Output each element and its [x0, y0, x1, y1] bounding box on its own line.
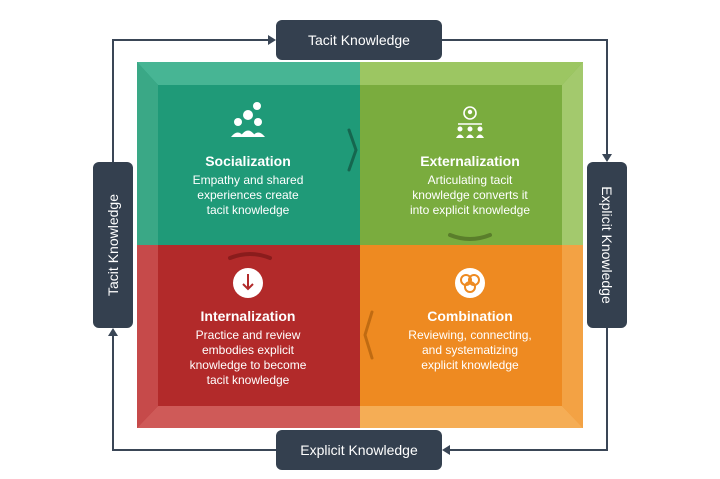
quadrant-externalization	[360, 62, 583, 245]
socialization-base	[137, 62, 360, 245]
externalization-desc-line: knowledge converts it	[412, 188, 528, 202]
externalization-bevel-right	[562, 62, 583, 245]
combination-desc-line: explicit knowledge	[421, 358, 519, 372]
label-right-explicit-knowledge: Explicit Knowledge	[587, 162, 627, 328]
internalization-text: Internalization Practice and review embo…	[148, 308, 348, 388]
externalization-desc: Articulating tacit knowledge converts it…	[370, 173, 570, 218]
label-left-text: Tacit Knowledge	[105, 194, 122, 296]
combination-title: Combination	[427, 308, 513, 324]
connector-arrowheads	[108, 35, 612, 455]
combination-text: Combination Reviewing, connecting, and s…	[370, 308, 570, 373]
combination-bevel-bottom	[360, 406, 583, 428]
arrowhead-top	[268, 35, 276, 45]
arrowhead-bottom	[442, 445, 450, 455]
people-like-icon	[231, 102, 265, 137]
line-bottom-to-left	[112, 334, 276, 451]
socialization-desc-line: tacit knowledge	[206, 203, 290, 217]
arrowhead-right	[602, 154, 612, 162]
internalization-bevel-left	[137, 245, 158, 428]
combination-desc-line: Reviewing, connecting,	[408, 328, 532, 342]
label-bottom-text: Explicit Knowledge	[300, 442, 418, 458]
line-top-to-right	[442, 39, 608, 156]
quadrant-socialization	[137, 62, 360, 245]
internalization-desc-line: embodies explicit	[201, 343, 295, 357]
socialization-desc-line: experiences create	[197, 188, 299, 202]
internalization-title: Internalization	[200, 308, 296, 324]
chevron-left-icon	[363, 310, 374, 360]
connector-lines	[112, 39, 608, 451]
combination-circles-icon	[455, 268, 485, 298]
externalization-title: Externalization	[420, 153, 520, 169]
download-circle-icon	[233, 268, 263, 298]
combination-bevel-right	[562, 245, 583, 428]
socialization-desc-line: Empathy and shared	[192, 173, 304, 187]
internalization-bevel-bottom	[137, 406, 360, 428]
arrowhead-left	[108, 328, 118, 336]
socialization-text: Socialization Empathy and shared experie…	[148, 153, 348, 218]
externalization-desc-line: Articulating tacit	[427, 173, 513, 187]
externalization-desc-line: into explicit knowledge	[409, 203, 531, 217]
externalization-base	[360, 62, 583, 245]
chevron-up-icon	[228, 252, 272, 260]
line-left-to-top	[112, 39, 270, 162]
internalization-desc-line: tacit knowledge	[206, 373, 290, 387]
line-right-to-bottom	[448, 328, 608, 451]
internalization-desc: Practice and review embodies explicit kn…	[148, 328, 348, 388]
label-bottom-explicit-knowledge: Explicit Knowledge	[276, 430, 442, 470]
chevron-right-icon	[347, 128, 358, 172]
socialization-bevel-top	[137, 62, 360, 85]
internalization-desc-line: Practice and review	[195, 328, 301, 342]
presenter-audience-icon	[456, 106, 484, 138]
internalization-desc-line: knowledge to become	[189, 358, 307, 372]
combination-desc: Reviewing, connecting, and systematizing…	[370, 328, 570, 373]
externalization-bevel-top	[360, 62, 583, 85]
chevron-down-icon	[448, 233, 492, 241]
label-left-tacit-knowledge: Tacit Knowledge	[93, 162, 133, 328]
combination-desc-line: and systematizing	[421, 343, 519, 357]
socialization-title: Socialization	[205, 153, 291, 169]
label-right-text: Explicit Knowledge	[599, 186, 616, 304]
label-top-tacit-knowledge: Tacit Knowledge	[276, 20, 442, 60]
label-top-text: Tacit Knowledge	[308, 32, 410, 48]
socialization-desc: Empathy and shared experiences create ta…	[148, 173, 348, 218]
socialization-bevel-left	[137, 62, 158, 245]
externalization-text: Externalization Articulating tacit knowl…	[370, 153, 570, 218]
